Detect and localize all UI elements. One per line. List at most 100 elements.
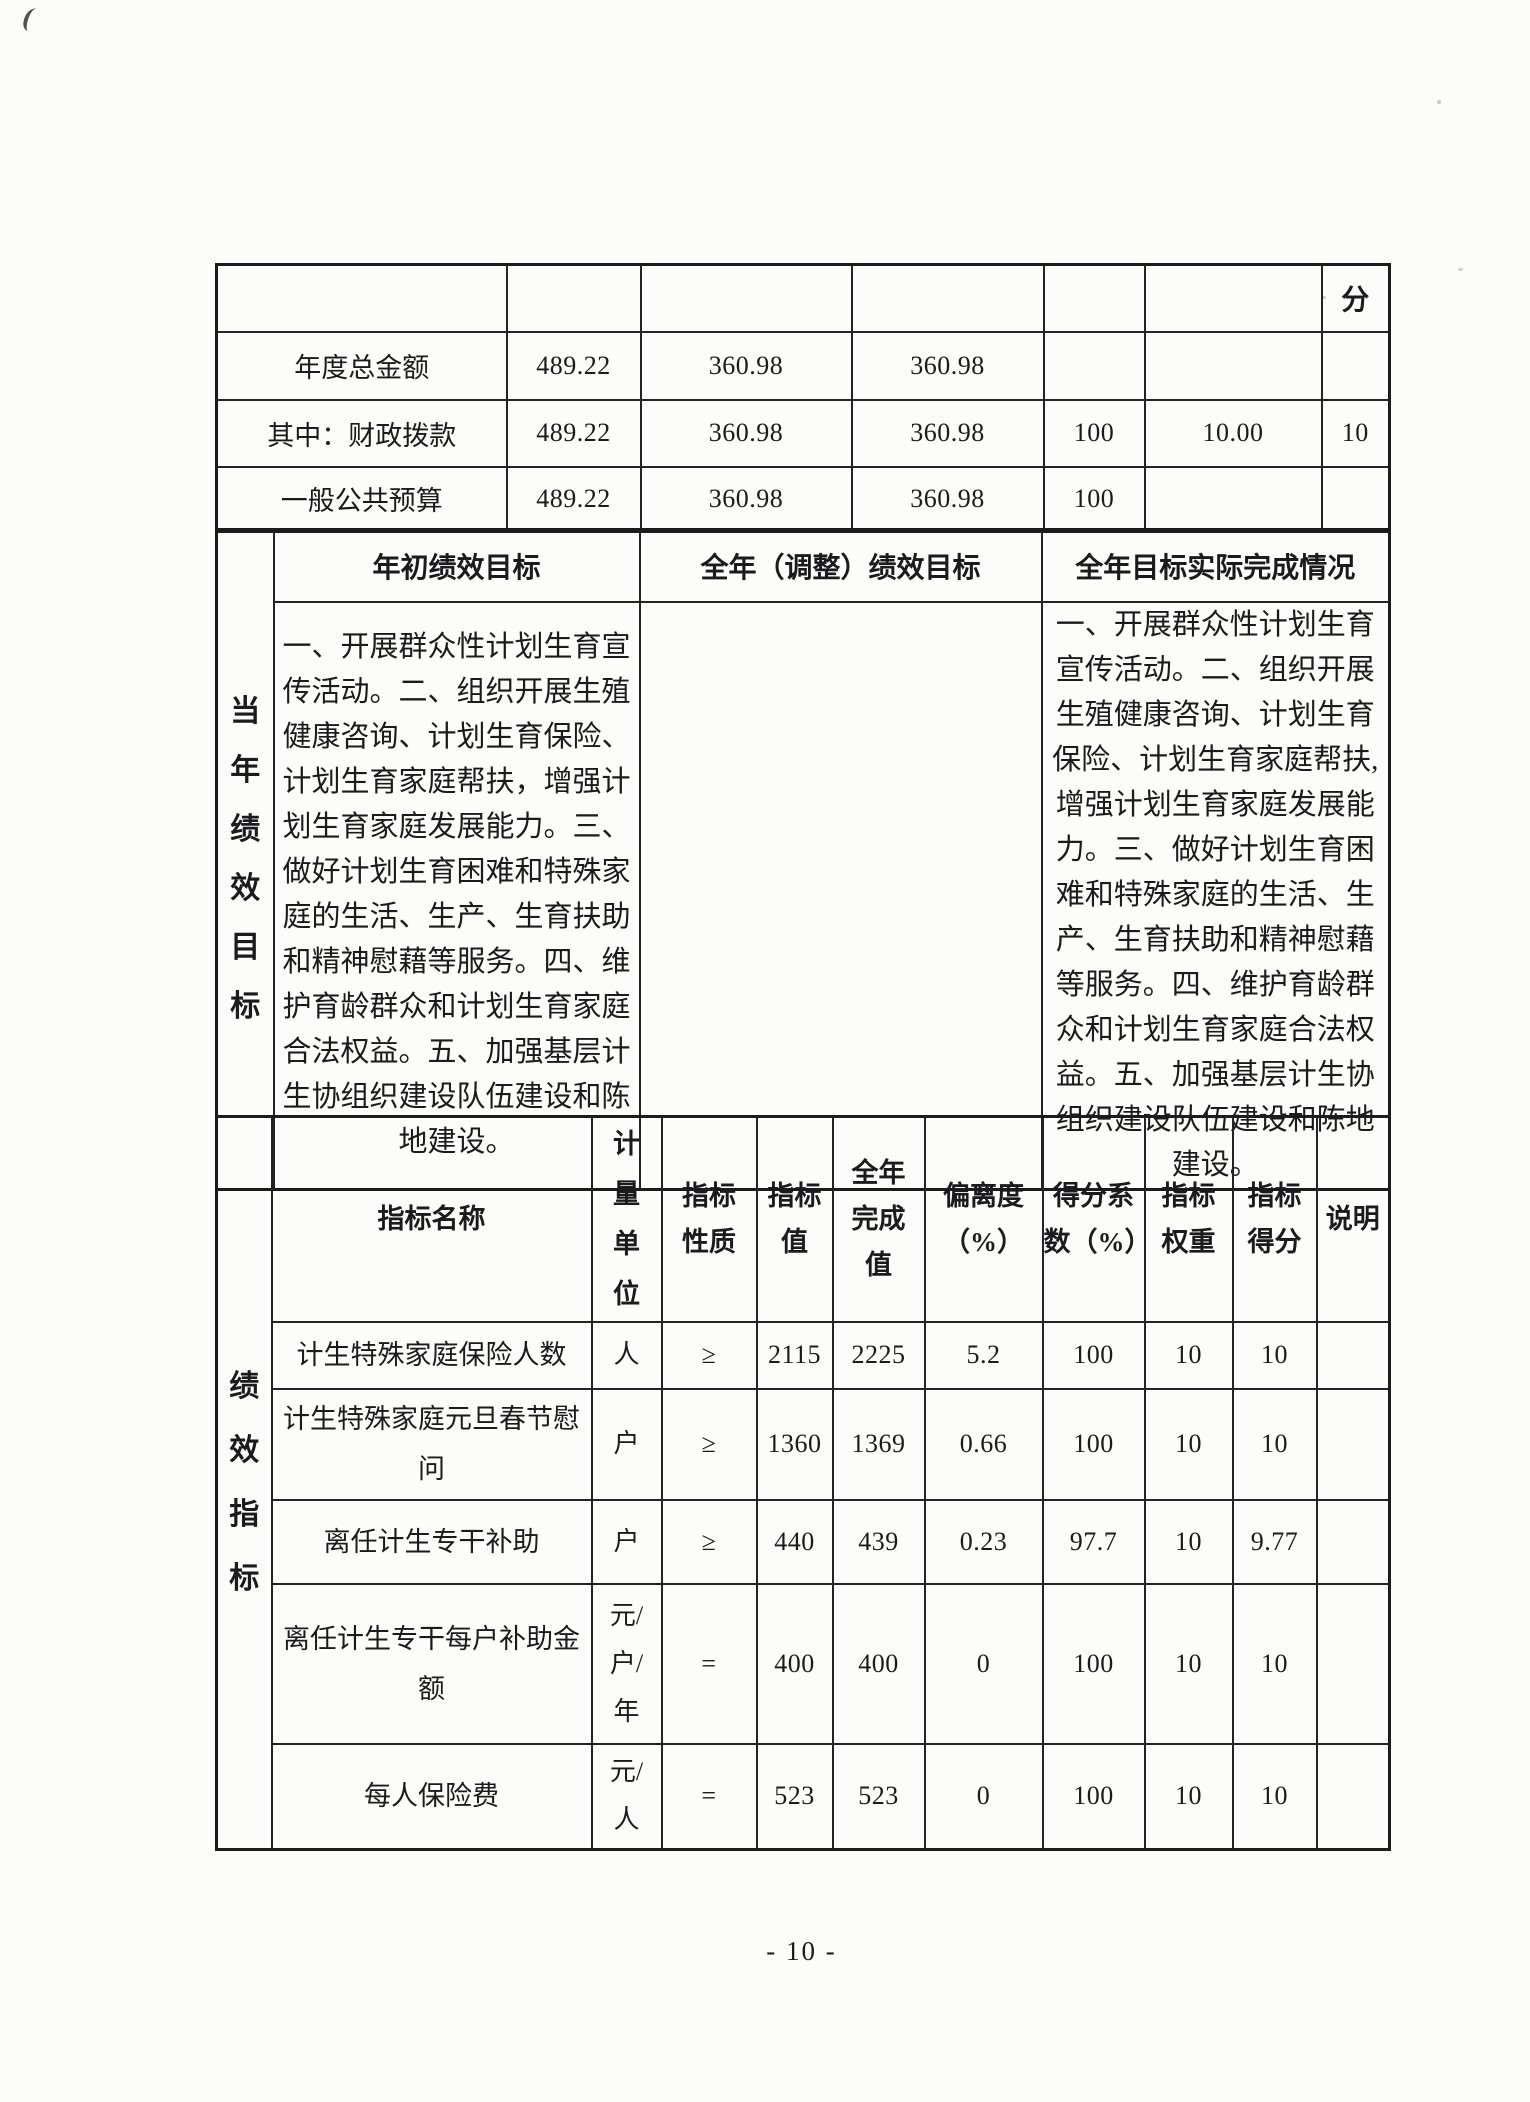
actual-amount: 360.98: [850, 330, 1045, 401]
indicator-weight: [1143, 465, 1323, 533]
indicator-target: 523: [755, 1742, 834, 1851]
table-row: 其中：财政拨款 489.22 360.98 360.98 100 10.00 1…: [215, 398, 1391, 468]
section-label-annual-goals: 当 年 绩 效 目 标: [215, 528, 275, 1190]
indicator-name: 每人保险费: [270, 1742, 593, 1851]
indicator-row: 计生特殊家庭保险人数 人 ≥ 2115 2225 5.2 100 10 10: [217, 1320, 1391, 1390]
scan-speck: [1458, 268, 1463, 271]
indicator-actual: 400: [831, 1582, 926, 1745]
empty-cell: [850, 263, 1045, 333]
empty-cell: [1042, 263, 1146, 333]
section-label-indicators: 绩 效 指 标: [215, 1115, 273, 1851]
goals-col1-header: 年初绩效目标: [272, 528, 641, 603]
indicator-score: 10: [1231, 1582, 1318, 1745]
indicator-note: [1315, 1582, 1391, 1745]
indicator-name: 离任计生专干补助: [270, 1498, 593, 1585]
adjusted-goals-text: [638, 600, 1043, 1190]
indicator-weight: 10: [1143, 1387, 1234, 1501]
indicator-weight: 10.00: [1143, 398, 1323, 468]
score-unit-cell: 分: [1320, 263, 1391, 333]
header-indicator-nature: 指标 性质: [660, 1115, 758, 1323]
indicator-actual: 523: [831, 1742, 926, 1851]
funding-summary-table: 分 年度总金额 489.22 360.98 360.98 其中：财政拨款 489…: [215, 263, 1391, 533]
actual-completion-text: 一、开展群众性计划生育宣传活动。二、组织开展生殖健康咨询、计划生育保险、计划生育…: [1040, 600, 1391, 1190]
indicator-actual: 1369: [831, 1387, 926, 1501]
indicator-score: 10: [1231, 1742, 1318, 1851]
goals-col3-header: 全年目标实际完成情况: [1040, 528, 1391, 603]
indicator-note: [1315, 1387, 1391, 1501]
indicator-deviation: 0: [923, 1742, 1044, 1851]
table-row: 一般公共预算 489.22 360.98 360.98 100: [215, 465, 1391, 533]
indicator-target: 2115: [755, 1320, 834, 1390]
indicator-row: 离任计生专干每户补助金额 元/ 户/ 年 = 400 400 0 100 10 …: [217, 1582, 1391, 1745]
indicator-coefficient: 100: [1041, 1387, 1146, 1501]
header-indicator-score: 指标 得分: [1231, 1115, 1318, 1323]
annual-amount: 489.22: [505, 465, 642, 533]
indicator-weight: 10: [1143, 1582, 1234, 1745]
header-indicator-weight: 指标 权重: [1143, 1115, 1234, 1323]
indicator-score: 10: [1231, 1320, 1318, 1390]
adjusted-amount: 360.98: [639, 330, 853, 401]
indicator-name: 计生特殊家庭元旦春节慰问: [270, 1387, 593, 1501]
initial-goals-text: 一、开展群众性计划生育宣传活动。二、组织开展生殖健康咨询、计划生育保险、计划生育…: [272, 600, 641, 1190]
empty-cell: [505, 263, 642, 333]
indicator-nature: ≥: [660, 1498, 758, 1585]
indicator-actual: 2225: [831, 1320, 926, 1390]
goals-content-row: 一、开展群众性计划生育宣传活动。二、组织开展生殖健康咨询、计划生育保险、计划生育…: [217, 600, 1391, 1190]
adjusted-amount: 360.98: [639, 398, 853, 468]
indicator-unit: 元/ 人: [590, 1742, 663, 1851]
header-score-coefficient: 得分系 数（%）: [1041, 1115, 1146, 1323]
indicator-row: 计生特殊家庭元旦春节慰问 户 ≥ 1360 1369 0.66 100 10 1…: [217, 1387, 1391, 1501]
funding-row-label: 一般公共预算: [215, 465, 508, 533]
indicator-weight: 10: [1143, 1498, 1234, 1585]
goals-header-row: 当 年 绩 效 目 标 年初绩效目标 全年（调整）绩效目标 全年目标实际完成情况: [215, 528, 1391, 1190]
indicator-score: [1320, 330, 1391, 401]
indicators-header-row: 绩 效 指 标 指标名称 计 量 单 位 指标 性质 指标 值 全年 完成 值 …: [215, 1115, 1391, 1851]
funding-row-label: 其中：财政拨款: [215, 398, 508, 468]
indicator-score: 9.77: [1231, 1498, 1318, 1585]
table-row: 年度总金额 489.22 360.98 360.98: [215, 330, 1391, 401]
indicator-target: 400: [755, 1582, 834, 1745]
indicator-coefficient: 100: [1041, 1582, 1146, 1745]
indicator-coefficient: 97.7: [1041, 1498, 1146, 1585]
score-coefficient: 100: [1042, 465, 1146, 533]
indicator-row: 离任计生专干补助 户 ≥ 440 439 0.23 97.7 10 9.77: [217, 1498, 1391, 1585]
indicator-deviation: 0.23: [923, 1498, 1044, 1585]
indicator-nature: =: [660, 1582, 758, 1745]
indicator-nature: ≥: [660, 1387, 758, 1501]
indicator-deviation: 0.66: [923, 1387, 1044, 1501]
header-indicator-target: 指标 值: [755, 1115, 834, 1323]
indicator-coefficient: 100: [1041, 1320, 1146, 1390]
pen-mark-artifact: [21, 6, 44, 34]
indicator-unit: 人: [590, 1320, 663, 1390]
score-coefficient: [1042, 330, 1146, 401]
performance-indicators-table: 绩 效 指 标 指标名称 计 量 单 位 指标 性质 指标 值 全年 完成 值 …: [215, 1115, 1391, 1851]
funding-header-row: 分: [215, 263, 1391, 333]
annual-goals-table: 当 年 绩 效 目 标 年初绩效目标 全年（调整）绩效目标 全年目标实际完成情况…: [215, 528, 1391, 1191]
indicator-weight: 10: [1143, 1320, 1234, 1390]
indicator-unit: 户: [590, 1387, 663, 1501]
indicator-note: [1315, 1498, 1391, 1585]
adjusted-amount: 360.98: [639, 465, 853, 533]
empty-cell: [639, 263, 853, 333]
page-number: - 10 -: [766, 1936, 837, 1966]
indicator-deviation: 5.2: [923, 1320, 1044, 1390]
annual-amount: 489.22: [505, 398, 642, 468]
header-deviation: 偏离度 （%）: [923, 1115, 1044, 1323]
indicator-score: [1320, 465, 1391, 533]
indicator-name: 离任计生专干每户补助金额: [270, 1582, 593, 1745]
header-note: 说明: [1315, 1115, 1391, 1323]
indicator-name: 计生特殊家庭保险人数: [270, 1320, 593, 1390]
indicator-target: 440: [755, 1498, 834, 1585]
indicator-unit: 元/ 户/ 年: [590, 1582, 663, 1745]
indicator-weight: [1143, 330, 1323, 401]
indicator-note: [1315, 1320, 1391, 1390]
indicator-deviation: 0: [923, 1582, 1044, 1745]
indicator-note: [1315, 1742, 1391, 1851]
empty-cell: [215, 263, 508, 333]
indicator-weight: 10: [1143, 1742, 1234, 1851]
annual-amount: 489.22: [505, 330, 642, 401]
header-indicator-name: 指标名称: [270, 1115, 593, 1323]
indicator-nature: ≥: [660, 1320, 758, 1390]
indicator-row: 每人保险费 元/ 人 = 523 523 0 100 10 10: [217, 1742, 1391, 1851]
